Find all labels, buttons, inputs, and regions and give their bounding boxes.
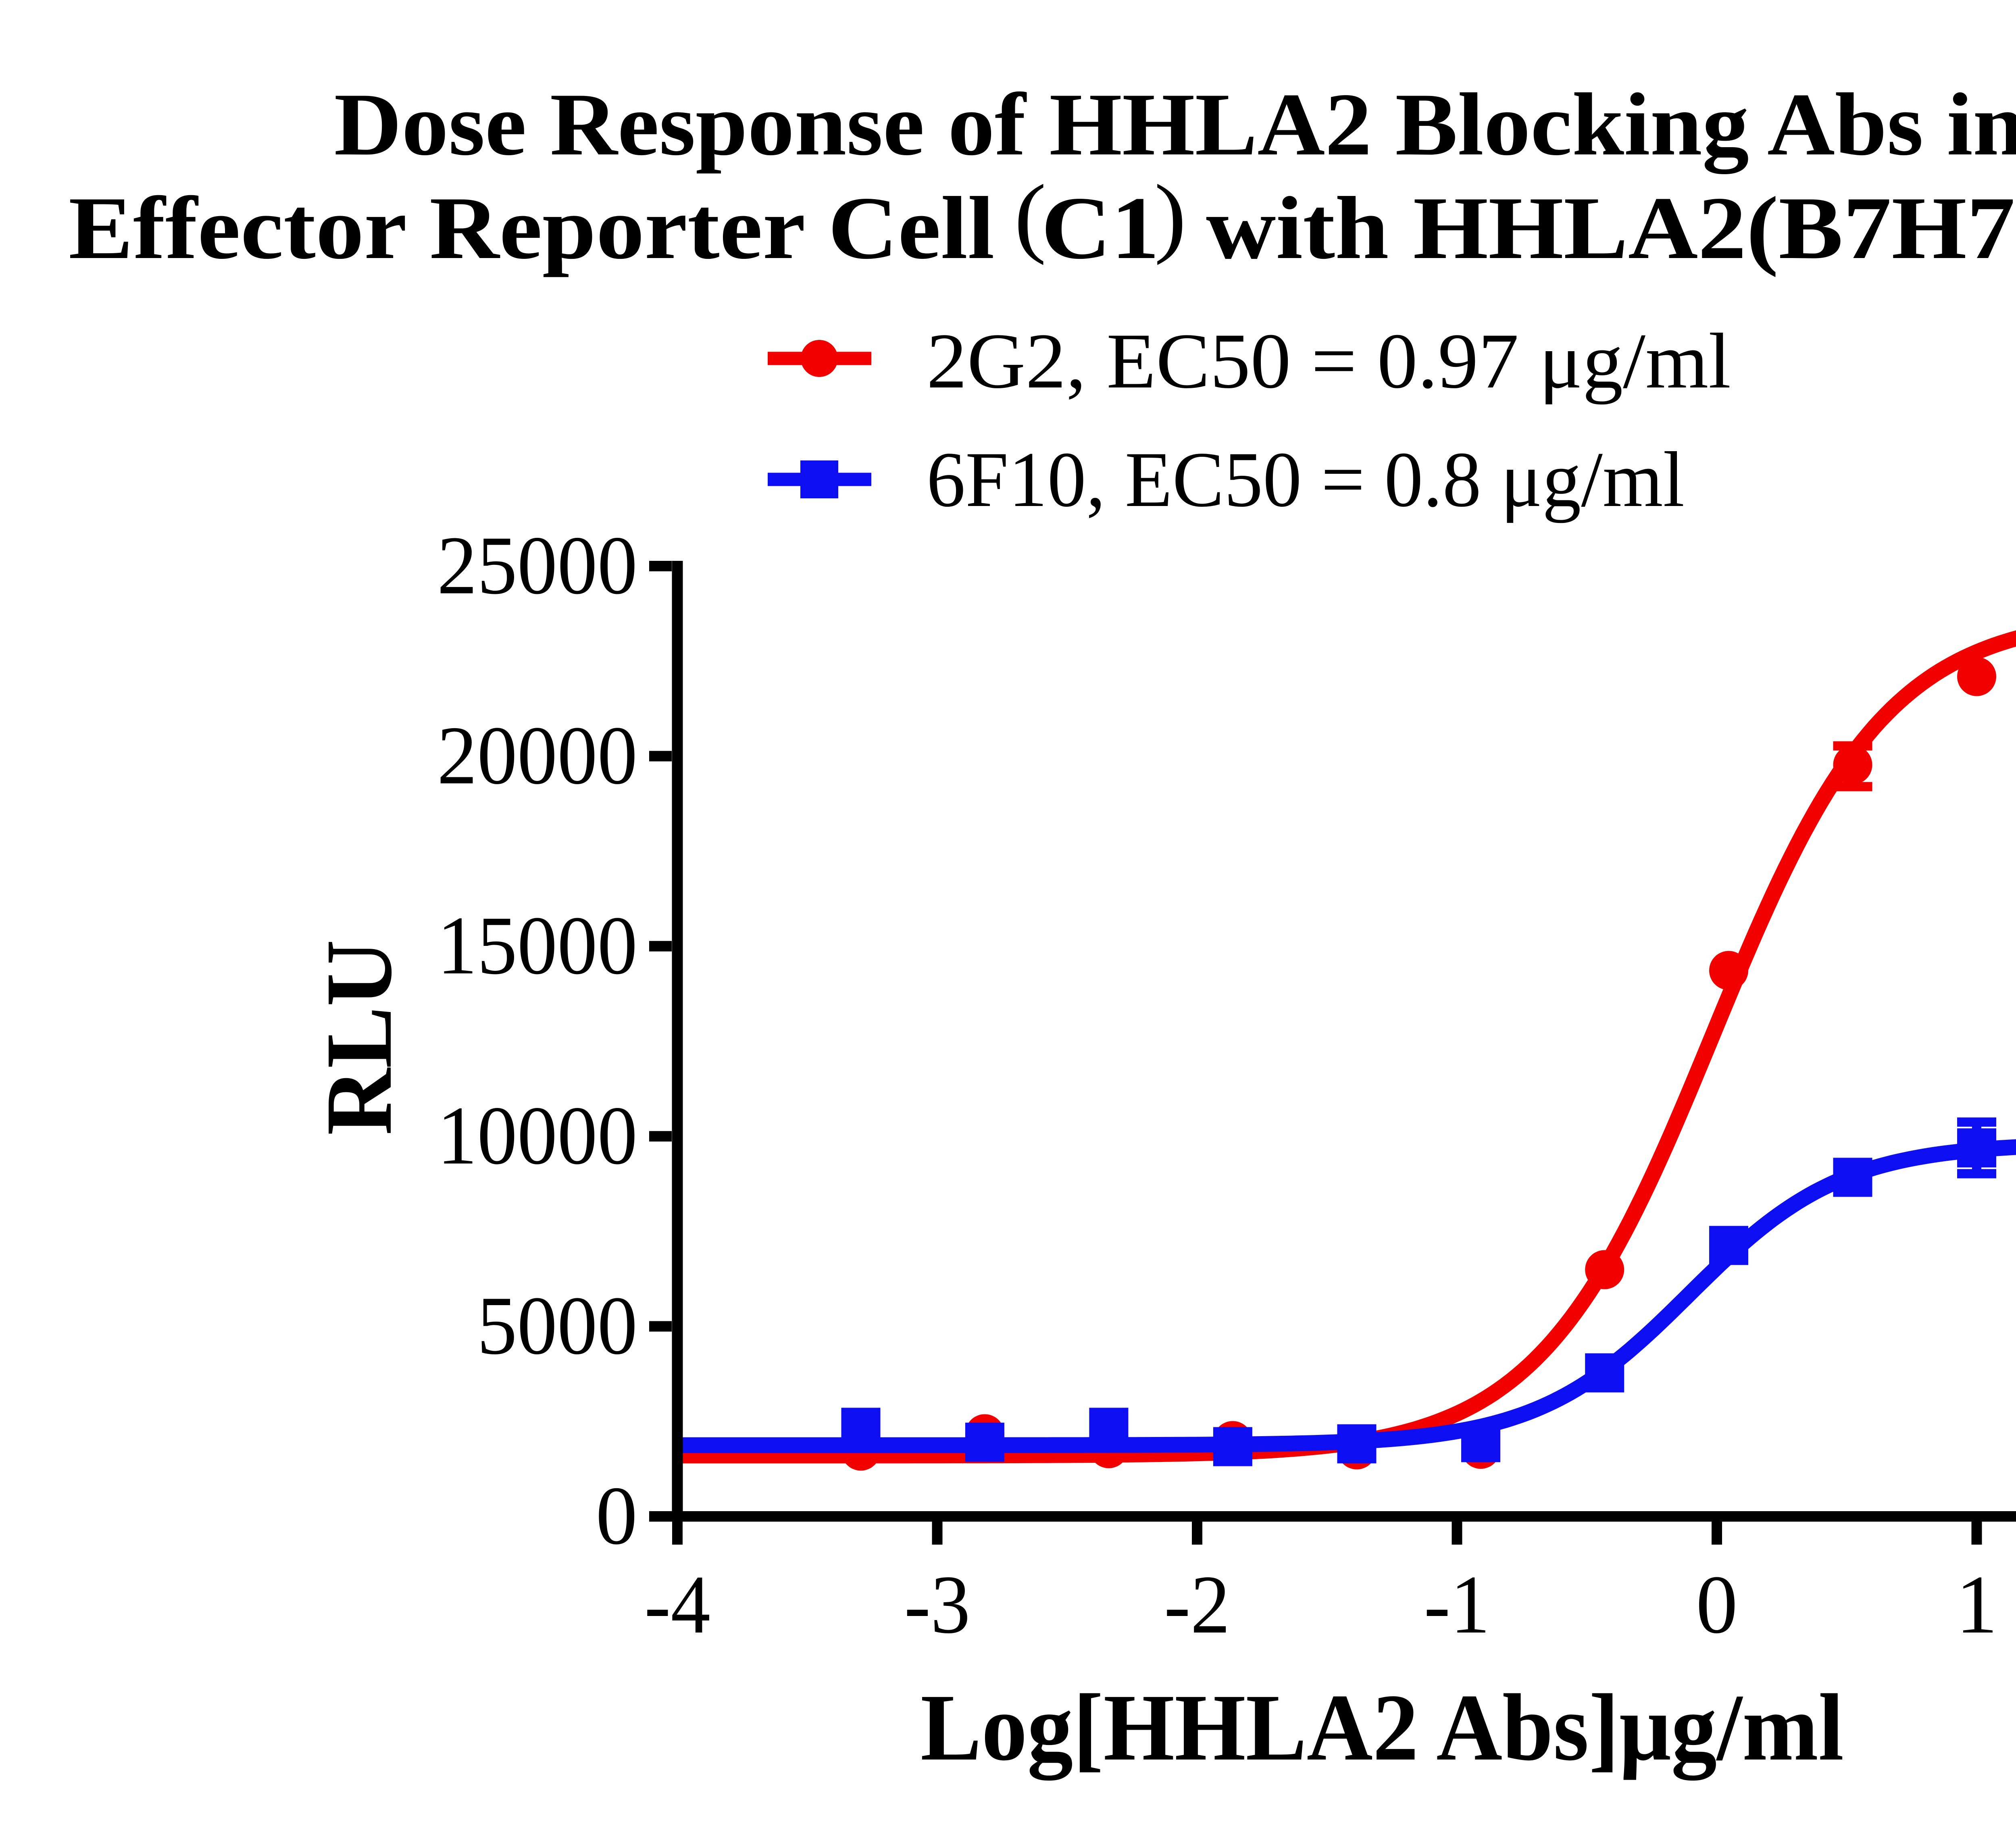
svg-text:-1: -1	[1424, 1558, 1490, 1651]
svg-text:5000: 5000	[477, 1279, 637, 1372]
svg-text:-2: -2	[1164, 1558, 1230, 1651]
svg-text:RLU: RLU	[306, 940, 411, 1135]
svg-text:2G2, EC50 = 0.97 μg/ml: 2G2, EC50 = 0.97 μg/ml	[927, 317, 1731, 405]
svg-text:10000: 10000	[437, 1089, 637, 1182]
svg-text:6F10, EC50 = 0.8 μg/ml: 6F10, EC50 = 0.8 μg/ml	[927, 436, 1685, 523]
svg-text:25000: 25000	[437, 519, 637, 612]
svg-text:0: 0	[1696, 1558, 1738, 1651]
svg-text:Effector Reporter Cell(C1)with: Effector Reporter Cell (C1) with HHLA2(B7H…	[69, 167, 2016, 278]
svg-text:15000: 15000	[437, 899, 637, 991]
svg-text:-3: -3	[904, 1558, 971, 1651]
svg-text:1: 1	[1956, 1558, 1998, 1651]
svg-text:0: 0	[596, 1470, 638, 1562]
svg-text:Dose Response of HHLA2 Blockin: Dose Response of HHLA2 Blocking Abs in K…	[334, 75, 2016, 174]
svg-text:-4: -4	[644, 1558, 710, 1651]
svg-text:20000: 20000	[437, 709, 637, 802]
svg-text:Log[HHLA2 Abs]μg/ml: Log[HHLA2 Abs]μg/ml	[921, 1675, 1844, 1780]
